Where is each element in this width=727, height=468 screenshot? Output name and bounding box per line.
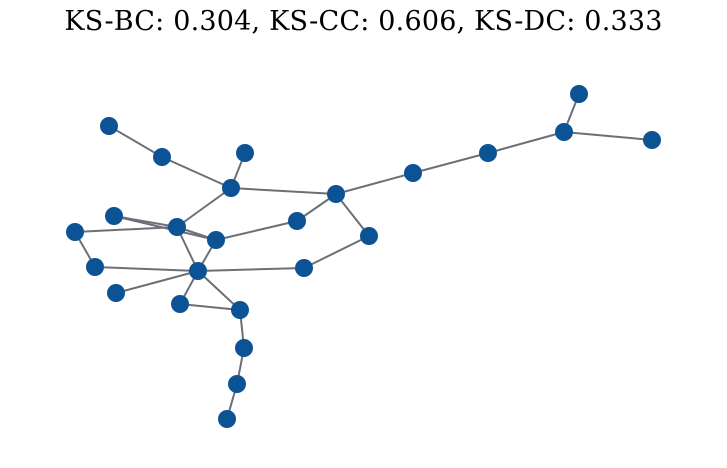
graph-edge [176,187,232,228]
graph-node [228,375,246,393]
graph-edge [94,266,199,272]
figure-title: KS-BC: 0.304, KS-CC: 0.606, KS-DC: 0.333 [64,6,663,37]
graph-node [105,207,123,225]
graph-edge [115,270,199,294]
graph-edge [197,270,241,311]
graph-node [100,117,118,135]
graph-edge [179,303,241,311]
graph-node [643,131,661,149]
graph-edge [487,131,565,154]
graph-node [207,231,225,249]
graph-node [295,259,313,277]
graph-node [570,85,588,103]
graph-edge [335,172,414,195]
graph-node [168,218,186,236]
graph-edge [230,187,337,195]
graph-node [360,227,378,245]
graph-edge [412,152,489,174]
graph-node [288,212,306,230]
graph-node [235,339,253,357]
graph-node [555,123,573,141]
graph-node [66,223,84,241]
graph-node [404,164,422,182]
graph-node [327,185,345,203]
graph-node [171,295,189,313]
node-layer [66,85,661,428]
graph-edge [563,131,653,141]
graph-edge [161,156,232,189]
edge-layer [74,93,653,420]
graph-edge [113,215,217,241]
graph-edge [215,220,298,241]
graph-node [236,144,254,162]
graph-node [479,144,497,162]
graph-node [189,262,207,280]
graph-edge [197,267,305,272]
graph-node [107,284,125,302]
graph-node [86,258,104,276]
graph-edge [108,125,163,158]
graph-node [218,410,236,428]
graph-node [222,179,240,197]
graph-node [231,301,249,319]
graph-node [153,148,171,166]
graph-edge [303,235,370,269]
